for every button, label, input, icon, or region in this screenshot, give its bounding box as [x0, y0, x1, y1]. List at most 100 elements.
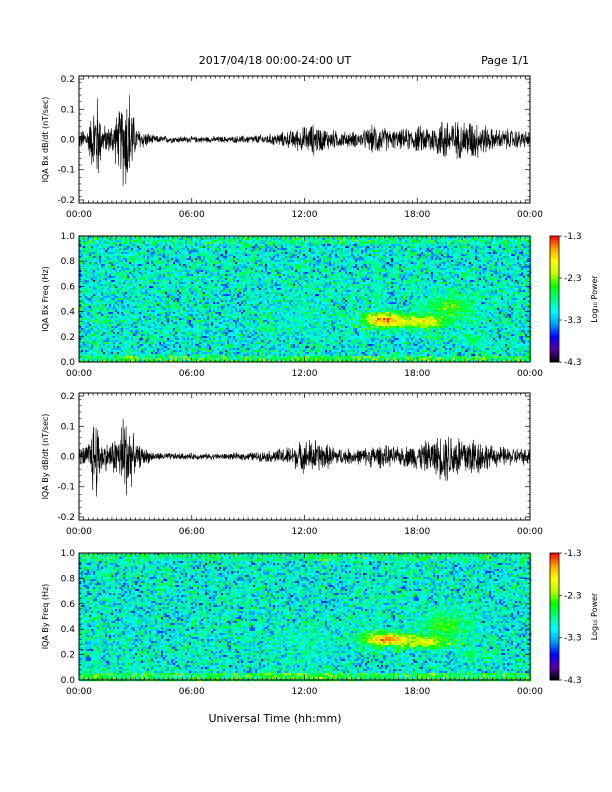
spectrogram-cell [181, 316, 184, 319]
spectrogram-cell [103, 308, 106, 311]
spectrogram-cell [113, 320, 116, 323]
spectrogram-cell [181, 336, 184, 339]
spectrogram-cell [149, 296, 152, 299]
spectrogram-cell [181, 282, 184, 285]
spectrogram-cell [227, 314, 230, 317]
spectrogram-cell [185, 326, 188, 329]
spectrogram-cell [207, 340, 210, 343]
spectrogram-cell [217, 350, 220, 353]
spectrogram-cell [113, 236, 116, 239]
spectrogram-cell [211, 314, 214, 317]
spectrogram-cell [125, 304, 128, 307]
spectrogram-cell [199, 292, 202, 295]
spectrogram-cell [199, 250, 202, 253]
spectrogram-cell [137, 330, 140, 333]
spectrogram-cell [161, 326, 164, 329]
spectrogram-cell [145, 358, 148, 361]
spectrogram-cell [85, 278, 88, 281]
spectrogram-cell [153, 272, 156, 275]
spectrogram-cell [195, 294, 198, 297]
y-tick-label: -0.2 [57, 196, 75, 206]
spectrogram-cell [83, 310, 86, 313]
spectrogram-cell [197, 298, 200, 301]
spectrogram-cell [159, 324, 162, 327]
spectrogram-cell [221, 308, 224, 311]
spectrogram-cell [123, 320, 126, 323]
spectrogram-cell [197, 346, 200, 349]
spectrogram-cell [185, 356, 188, 359]
spectrogram-cell [83, 296, 86, 299]
spectrogram-cell [195, 282, 198, 285]
spectrogram-cell [227, 302, 230, 305]
spectrogram-cell [121, 238, 124, 241]
spectrogram-cell [117, 332, 120, 335]
spectrogram-cell [105, 252, 108, 255]
spectrogram-cell [185, 328, 188, 331]
spectrogram-cell [167, 244, 170, 247]
spectrogram-cell [91, 326, 94, 329]
spectrogram-cell [107, 334, 110, 337]
spectrogram-cell [217, 324, 220, 327]
spectrogram-cell [127, 304, 130, 307]
spectrogram-cell [129, 340, 132, 343]
spectrogram-cell [191, 330, 194, 333]
spectrogram-cell [115, 328, 118, 331]
spectrogram-cell [153, 276, 156, 279]
spectrogram-cell [185, 240, 188, 243]
spectrogram-cell [167, 238, 170, 241]
spectrogram-cell [157, 356, 160, 359]
spectrogram-cell [181, 260, 184, 263]
spectrogram-cell [159, 326, 162, 329]
spectrogram-cell [203, 352, 206, 355]
spectrogram-cell [201, 262, 204, 265]
spectrogram-cell [151, 258, 154, 261]
spectrogram-cell [201, 348, 204, 351]
spectrogram-cell [89, 250, 92, 253]
spectrogram-cell [105, 298, 108, 301]
spectrogram-cell [91, 270, 94, 273]
spectrogram-cell [203, 274, 206, 277]
spectrogram-cell [199, 296, 202, 299]
spectrogram-cell [87, 280, 90, 283]
spectrogram-cell [125, 298, 128, 301]
spectrogram-cell [191, 282, 194, 285]
spectrogram-cell [161, 242, 164, 245]
spectrogram-cell [169, 260, 172, 263]
spectrogram-cell [143, 266, 146, 269]
spectrogram-cell [207, 354, 210, 357]
spectrogram-cell [165, 328, 168, 331]
spectrogram-cell [159, 258, 162, 261]
spectrogram-cell [105, 288, 108, 291]
spectrogram-cell [195, 252, 198, 255]
spectrogram-cell [91, 290, 94, 293]
spectrogram-cell [189, 312, 192, 315]
spectrogram-cell [101, 334, 104, 337]
spectrogram-cell [159, 352, 162, 355]
spectrogram-cell [149, 278, 152, 281]
spectrogram-cell [175, 244, 178, 247]
spectrogram-cell [185, 266, 188, 269]
spectrogram-cell [169, 352, 172, 355]
spectrogram-cell [151, 246, 154, 249]
spectrogram-cell [149, 276, 152, 279]
spectrogram-cell [103, 314, 106, 317]
spectrogram-cell [91, 306, 94, 309]
spectrogram-cell [205, 238, 208, 241]
spectrogram-cell [213, 290, 216, 293]
spectrogram-cell [203, 246, 206, 249]
spectrogram-cell [107, 340, 110, 343]
spectrogram-cell [223, 274, 226, 277]
spectrogram-cell [195, 256, 198, 259]
spectrogram-cell [193, 322, 196, 325]
spectrogram-cell [225, 284, 228, 287]
spectrogram-cell [129, 242, 132, 245]
spectrogram-cell [221, 334, 224, 337]
spectrogram-cell [125, 336, 128, 339]
spectrogram-cell [113, 296, 116, 299]
spectrogram-cell [211, 236, 214, 239]
spectrogram-cell [87, 260, 90, 263]
spectrogram-cell [97, 276, 100, 279]
spectrogram-cell [187, 360, 190, 363]
spectrogram-cell [131, 326, 134, 329]
spectrogram-cell [175, 358, 178, 361]
